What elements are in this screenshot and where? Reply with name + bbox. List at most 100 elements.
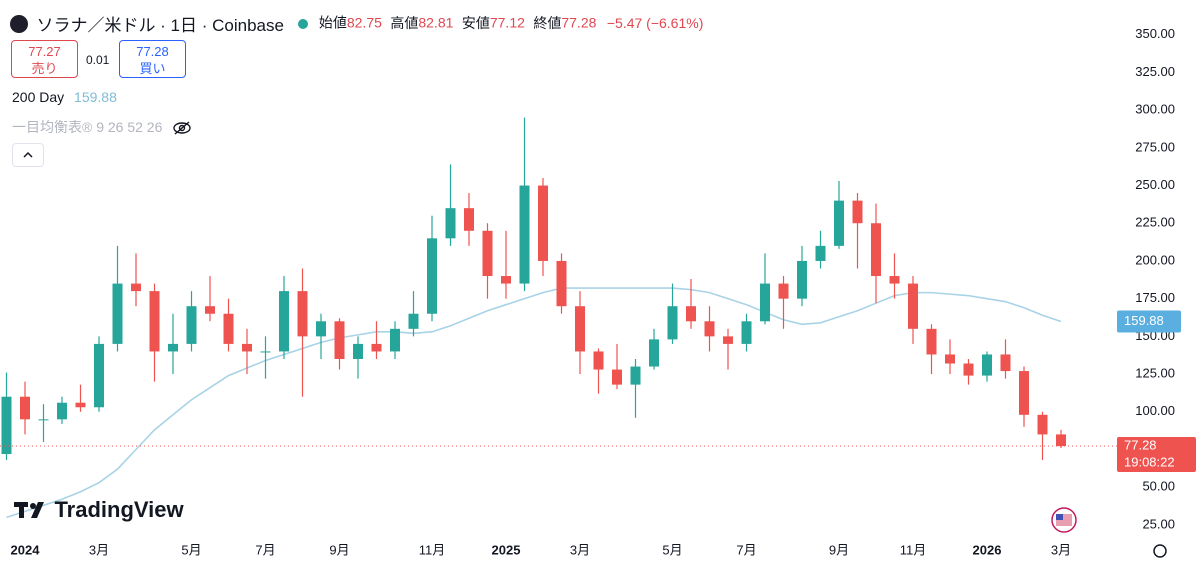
header: ソラナ／米ドル · 1日 · Coinbase 始値82.75 高値82.81 … <box>10 11 703 36</box>
candle-body <box>57 402 67 420</box>
ohlc-label: 高値 <box>390 14 419 31</box>
candle-body <box>945 354 955 364</box>
flag-canton <box>1056 514 1063 520</box>
candle-body <box>464 208 474 231</box>
indicator-label: 一目均衡表® 9 26 52 26 <box>12 119 163 135</box>
symbol-icon <box>10 14 28 33</box>
candle-body <box>38 419 49 421</box>
x-tick-label: 11月 <box>900 542 927 557</box>
x-tick-label: 5月 <box>662 542 682 557</box>
candle-body <box>279 291 289 352</box>
ohlc-value: 77.12 <box>489 14 525 31</box>
candle-body <box>926 328 937 355</box>
candle-body <box>649 339 659 367</box>
ohlc-label: 安値 <box>461 14 490 31</box>
candle-body <box>149 291 160 352</box>
x-tick-label: 3月 <box>89 542 109 557</box>
buy-price: 77.28 <box>136 44 169 59</box>
candle-body <box>1019 371 1029 415</box>
logo[interactable]: TradingView <box>14 497 184 523</box>
candle-body <box>1037 414 1048 435</box>
candle-body <box>908 283 918 329</box>
candle-body <box>556 260 567 307</box>
candle-body <box>723 336 733 344</box>
y-tick-label: 175.00 <box>1135 290 1175 305</box>
candle-body <box>75 402 86 408</box>
candle-body <box>408 313 419 329</box>
x-tick-label: 9月 <box>329 542 349 557</box>
candle-body <box>501 276 511 284</box>
buy-button[interactable]: 77.28 買い <box>119 40 186 78</box>
candle-body <box>242 343 252 352</box>
ma-line <box>6 287 1062 519</box>
candles <box>1 117 1066 461</box>
indicator[interactable]: 一目均衡表® 9 26 52 26 <box>12 117 192 137</box>
ohlc-value: 77.28 <box>561 14 597 31</box>
logo-text: TradingView <box>54 497 184 522</box>
y-tick-label: 275.00 <box>1135 139 1175 154</box>
hide-icon[interactable] <box>172 120 192 136</box>
y-tick-label: 200.00 <box>1135 252 1175 267</box>
y-tick-label: 250.00 <box>1135 177 1175 192</box>
caret-icon <box>23 151 33 158</box>
y-tick-label: 125.00 <box>1135 366 1175 381</box>
candle-body <box>445 208 456 239</box>
candle-body <box>575 306 585 352</box>
sell-label: 売り <box>31 61 58 76</box>
symbol-title[interactable]: ソラナ／米ドル · 1日 · Coinbase <box>36 16 284 35</box>
x-tick-label: 11月 <box>419 542 446 557</box>
candle-body <box>1056 434 1066 447</box>
candle-body <box>704 321 715 337</box>
change: −5.47 (−6.61%) <box>606 14 704 31</box>
candle-body <box>519 185 530 284</box>
candle-body <box>834 200 844 246</box>
candle-body <box>889 276 900 284</box>
candle-body <box>982 354 992 376</box>
y-tick-label: 350.00 <box>1135 26 1175 41</box>
candle-body <box>260 351 271 353</box>
x-tick-label: 3月 <box>1051 542 1071 557</box>
spread: 0.01 <box>86 53 110 67</box>
settings-icon[interactable] <box>1153 544 1167 558</box>
candle-body <box>1000 354 1011 372</box>
flag-icon[interactable] <box>1051 507 1077 533</box>
candle-body <box>538 185 548 261</box>
candle-body <box>112 283 123 344</box>
candle-body <box>482 230 493 277</box>
legend-name[interactable]: 200 Day <box>12 89 65 105</box>
ohlc-label: 始値 <box>318 14 347 31</box>
ohlc-value: 82.75 <box>346 14 382 31</box>
candle-body <box>797 260 807 299</box>
candle-body <box>316 321 326 337</box>
sell-button[interactable]: 77.27 売り <box>11 40 78 78</box>
countdown: 19:08:22 <box>1124 454 1175 469</box>
y-tick-label: 25.00 <box>1142 516 1175 531</box>
candle-body <box>390 328 400 352</box>
candle-body <box>741 321 752 344</box>
status-dot <box>298 18 309 29</box>
x-tick-label: 3月 <box>570 542 590 557</box>
last-price-box <box>1117 437 1196 473</box>
y-tick-label: 100.00 <box>1135 403 1175 418</box>
legend: 200 Day 159.88 <box>12 89 117 105</box>
candle-body <box>593 351 604 370</box>
candle-body <box>186 306 197 344</box>
candle-body <box>427 238 437 314</box>
ohlc-label: 終値 <box>533 14 562 31</box>
candle-body <box>334 321 345 359</box>
candle-body <box>630 366 641 385</box>
y-tick-label: 225.00 <box>1135 215 1175 230</box>
buy-label: 買い <box>139 61 166 76</box>
candle-body <box>963 363 974 376</box>
sell-price: 77.27 <box>28 44 61 59</box>
y-tick-label: 50.00 <box>1142 479 1175 494</box>
candle-body <box>168 343 178 352</box>
collapse-button[interactable] <box>12 143 44 167</box>
x-tick-label: 9月 <box>829 542 849 557</box>
x-tick-label: 5月 <box>181 542 201 557</box>
ohlc-value: 82.81 <box>418 14 454 31</box>
candle-body <box>297 291 308 337</box>
x-tick-label: 2025 <box>492 542 521 557</box>
candle-body <box>94 343 104 408</box>
